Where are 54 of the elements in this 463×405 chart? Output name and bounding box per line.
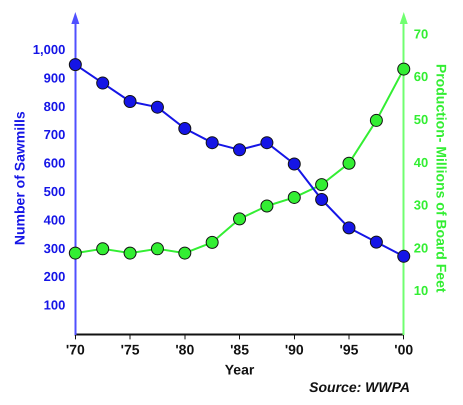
point	[68, 58, 82, 72]
y2-tick-label: 10	[414, 283, 428, 298]
x-axis-title: Year	[224, 361, 255, 378]
y-tick-label: 500	[44, 184, 66, 199]
point	[124, 246, 137, 260]
y-tick-label: 200	[44, 269, 66, 284]
point	[233, 212, 246, 226]
y2-tick-label: 30	[414, 198, 428, 213]
y2-tick-label: 70	[414, 26, 428, 42]
point	[68, 246, 82, 260]
y2-tick-label: 20	[414, 240, 428, 256]
y2-tick-label: 50	[414, 112, 428, 128]
point	[260, 136, 274, 150]
y-tick-label: 600	[44, 156, 66, 171]
point	[342, 221, 356, 234]
x-tick-label: '95	[340, 342, 359, 358]
point	[233, 143, 246, 156]
y-tick-label: 400	[44, 212, 66, 228]
x-tick-label: '90	[284, 342, 304, 358]
point	[178, 246, 192, 260]
y2-axis-title: Production- Millions of Board Feet	[434, 64, 450, 293]
point	[124, 95, 137, 108]
point	[397, 62, 410, 76]
y-tick-label: 800	[44, 98, 66, 114]
point	[342, 156, 356, 170]
point	[178, 122, 192, 135]
y-axis-title: Number of Sawmills	[11, 111, 28, 246]
y-tick-label: 700	[44, 127, 66, 142]
point	[370, 236, 383, 249]
point	[315, 178, 328, 192]
point	[315, 193, 328, 206]
y-tick-label: 1,000	[32, 42, 66, 57]
source-note: Source: WWPA	[309, 378, 410, 395]
x-tick-label: '70	[66, 342, 85, 358]
x-tick-label: '75	[120, 342, 140, 358]
y2-tick-label: 60	[414, 69, 428, 84]
point	[150, 100, 164, 114]
point	[96, 242, 110, 256]
point	[96, 76, 110, 90]
point	[370, 114, 383, 127]
point	[288, 190, 301, 204]
x-tick-label: '80	[175, 342, 194, 358]
point	[288, 158, 301, 170]
y-tick-label: 100	[44, 298, 66, 313]
point	[206, 236, 219, 249]
point	[260, 200, 274, 213]
point	[206, 136, 219, 150]
point	[397, 250, 410, 263]
y-tick-label: 900	[44, 70, 66, 86]
y2-tick-label: 40	[414, 154, 428, 170]
x-tick-label: '85	[230, 342, 250, 358]
y-tick-label: 300	[44, 240, 66, 256]
x-tick-label: '00	[394, 342, 414, 358]
point	[150, 242, 164, 256]
